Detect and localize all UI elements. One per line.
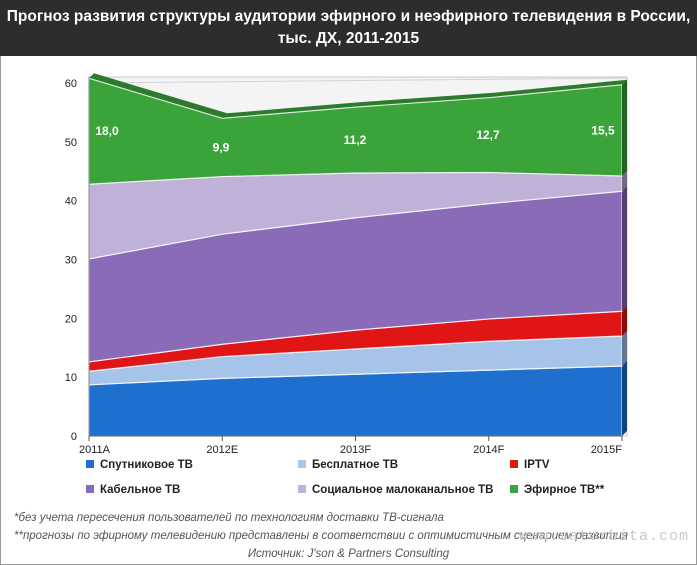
series-side-face — [622, 79, 627, 176]
x-tick-label: 2012E — [206, 444, 238, 456]
y-tick-label: 40 — [65, 196, 77, 208]
legend-label: Бесплатное ТВ — [312, 459, 398, 471]
y-tick-label: 0 — [71, 431, 77, 443]
series-side-face — [622, 330, 627, 366]
y-tick-label: 30 — [65, 255, 77, 267]
y-tick-label: 10 — [65, 372, 77, 384]
series-side-face — [622, 170, 627, 192]
source-note: Источник: J'son & Partners Consulting — [247, 548, 450, 560]
chart-area: 0 10 20 30 40 50 60 2011A 2012E 2013F 2014F 2015F 18… — [0, 56, 697, 556]
series-area — [88, 77, 623, 185]
legend-label: Кабельное ТВ — [100, 484, 180, 496]
legend-label: Социальное малоканальное ТВ — [312, 484, 494, 496]
area-chart: 0 10 20 30 40 50 60 2011A 2012E 2013F 2014F 2015F 18… — [65, 73, 628, 496]
legend-swatch — [298, 460, 306, 468]
x-tick-label: 2014F — [473, 444, 504, 456]
legend-swatch — [510, 460, 518, 468]
title-bar: Прогноз развития структуры аудитории эфи… — [0, 0, 697, 56]
series-side-face — [622, 360, 627, 436]
data-label: 15,5 — [591, 123, 615, 137]
chart-title-line-2: тыс. ДХ, 2011-2015 — [277, 30, 420, 47]
data-label: 9,9 — [213, 140, 230, 154]
legend-swatch — [510, 485, 518, 493]
chart-title-line-1: Прогноз развития структуры аудитории эфи… — [6, 8, 691, 25]
y-tick-label: 60 — [65, 78, 77, 90]
series-side-face — [622, 306, 627, 336]
y-tick-label: 20 — [65, 313, 77, 325]
y-tick-label: 50 — [65, 137, 77, 149]
legend-swatch — [298, 485, 306, 493]
legend-swatch — [86, 485, 94, 493]
gridline — [88, 77, 628, 84]
x-tick-label: 2013F — [340, 444, 371, 456]
legend-label: Эфирное ТВ** — [524, 484, 605, 496]
x-tick-label: 2011A — [79, 444, 111, 456]
watermark: www.satorbita.com — [518, 528, 689, 545]
data-label: 11,2 — [344, 133, 367, 147]
legend-label: Спутниковое ТВ — [100, 459, 193, 471]
data-label: 18,0 — [95, 124, 119, 138]
legend-label: IPTV — [524, 459, 550, 471]
x-tick-label: 2015F — [591, 444, 622, 456]
footnote-1: *без учета пересечения пользователей по … — [14, 512, 444, 524]
legend-swatch — [86, 460, 94, 468]
data-label: 12,7 — [476, 128, 500, 142]
footnote-2: **прогнозы по эфирному телевидению предс… — [14, 530, 628, 542]
series-side-face — [622, 186, 627, 312]
